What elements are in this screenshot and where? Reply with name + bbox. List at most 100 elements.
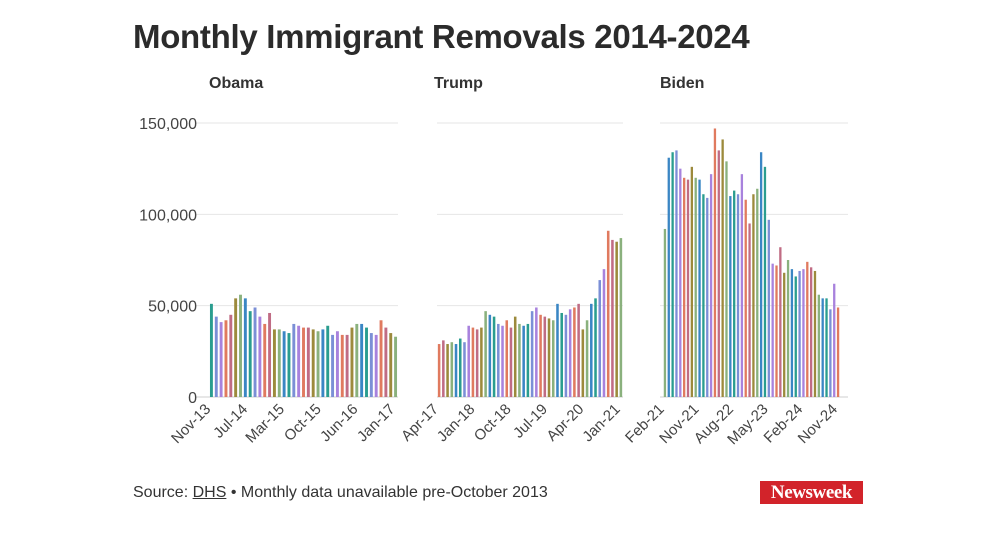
bar-biden-4 bbox=[679, 168, 682, 397]
bar-trump-9 bbox=[475, 329, 479, 397]
bar-biden-14 bbox=[717, 150, 720, 397]
bar-biden-41 bbox=[821, 298, 824, 397]
bar-obama-0 bbox=[209, 303, 213, 397]
bar-obama-1 bbox=[214, 316, 218, 397]
x-tick-label: Nov-24 bbox=[795, 401, 841, 447]
bar-obama-11 bbox=[263, 323, 267, 397]
bar-biden-2 bbox=[671, 152, 674, 397]
bar-trump-34 bbox=[581, 329, 585, 397]
bar-trump-2 bbox=[446, 344, 449, 397]
bar-obama-21 bbox=[311, 329, 315, 397]
y-tick-label: 0 bbox=[188, 390, 197, 407]
bar-biden-25 bbox=[759, 152, 763, 397]
bar-trump-5 bbox=[458, 338, 462, 397]
bar-biden-1 bbox=[667, 157, 670, 397]
bar-trump-21 bbox=[526, 323, 530, 397]
bar-obama-15 bbox=[282, 331, 286, 397]
x-tick-label: Apr-20 bbox=[543, 401, 587, 445]
bar-biden-30 bbox=[779, 247, 782, 397]
source-note: Source: DHS • Monthly data unavailable p… bbox=[133, 484, 548, 502]
bar-trump-7 bbox=[467, 325, 470, 397]
bar-biden-6 bbox=[686, 179, 690, 397]
bar-trump-17 bbox=[509, 327, 513, 397]
bar-trump-42 bbox=[615, 241, 618, 397]
bar-trump-18 bbox=[513, 316, 517, 397]
y-tick-label: 150,000 bbox=[139, 116, 197, 133]
bar-trump-16 bbox=[505, 320, 509, 397]
bar-biden-13 bbox=[713, 128, 717, 398]
bar-obama-23 bbox=[321, 329, 325, 397]
bar-obama-25 bbox=[331, 334, 335, 397]
bar-trump-38 bbox=[598, 280, 602, 397]
bar-biden-43 bbox=[829, 309, 832, 397]
bar-biden-17 bbox=[729, 196, 732, 397]
x-tick-label: Jun-16 bbox=[317, 401, 361, 445]
bar-trump-35 bbox=[585, 320, 589, 397]
bar-biden-31 bbox=[783, 272, 786, 397]
bar-trump-24 bbox=[539, 314, 542, 397]
bar-biden-24 bbox=[756, 188, 759, 397]
data-note: • Monthly data unavailable pre-October 2… bbox=[230, 484, 548, 501]
bar-biden-40 bbox=[817, 294, 820, 397]
bar-biden-5 bbox=[683, 177, 686, 397]
bar-trump-0 bbox=[437, 344, 441, 397]
bar-biden-34 bbox=[794, 276, 797, 397]
bar-obama-4 bbox=[229, 314, 233, 397]
bar-trump-37 bbox=[594, 298, 597, 397]
bar-biden-27 bbox=[767, 219, 770, 397]
source-link[interactable]: DHS bbox=[192, 484, 227, 501]
y-tick-label: 50,000 bbox=[148, 299, 197, 316]
bar-obama-27 bbox=[340, 334, 344, 397]
bar-trump-22 bbox=[530, 311, 534, 397]
bar-biden-12 bbox=[709, 174, 713, 397]
bar-trump-28 bbox=[556, 303, 559, 397]
bar-trump-19 bbox=[518, 323, 521, 397]
source-label: Source: bbox=[133, 484, 189, 501]
x-tick-label: Oct-18 bbox=[471, 401, 515, 445]
bar-obama-2 bbox=[219, 322, 223, 397]
bar-biden-22 bbox=[748, 223, 751, 397]
bar-trump-31 bbox=[568, 309, 572, 397]
bar-biden-11 bbox=[706, 197, 709, 397]
bar-obama-19 bbox=[302, 327, 305, 397]
panel-title-obama: Obama bbox=[209, 75, 263, 92]
bar-biden-21 bbox=[744, 199, 747, 397]
bar-biden-33 bbox=[790, 269, 794, 397]
bar-trump-13 bbox=[492, 316, 496, 397]
bar-obama-14 bbox=[277, 329, 281, 397]
bar-biden-29 bbox=[775, 265, 778, 397]
bar-trump-14 bbox=[497, 323, 500, 397]
bar-biden-23 bbox=[752, 194, 755, 397]
bar-trump-11 bbox=[484, 311, 487, 397]
bar-obama-33 bbox=[369, 333, 373, 397]
bar-obama-37 bbox=[389, 333, 393, 397]
bar-trump-15 bbox=[501, 325, 504, 397]
bar-biden-32 bbox=[786, 260, 790, 397]
bar-obama-34 bbox=[374, 334, 378, 397]
bar-trump-20 bbox=[522, 325, 525, 397]
bar-biden-38 bbox=[809, 267, 813, 397]
bar-obama-30 bbox=[355, 323, 359, 397]
bar-biden-18 bbox=[733, 190, 736, 397]
bar-biden-20 bbox=[740, 174, 744, 397]
bar-obama-36 bbox=[384, 327, 388, 397]
bar-obama-10 bbox=[258, 316, 262, 397]
bar-biden-35 bbox=[798, 270, 801, 397]
x-tick-label: Jan-18 bbox=[434, 401, 478, 445]
bar-trump-32 bbox=[573, 307, 576, 397]
bar-trump-6 bbox=[463, 342, 466, 397]
bar-biden-37 bbox=[806, 261, 809, 397]
bar-obama-12 bbox=[268, 312, 272, 397]
x-tick-label: Mar-15 bbox=[242, 401, 288, 447]
bar-obama-35 bbox=[379, 320, 383, 397]
bar-biden-26 bbox=[763, 166, 767, 397]
bar-trump-40 bbox=[606, 230, 610, 397]
bar-trump-36 bbox=[590, 303, 593, 397]
chart-area: 050,000100,000150,000ObamaNov-13Jul-14Ma… bbox=[139, 75, 848, 448]
bar-trump-43 bbox=[619, 238, 623, 397]
bar-obama-8 bbox=[248, 311, 252, 397]
bar-biden-19 bbox=[736, 194, 740, 397]
bar-obama-38 bbox=[394, 336, 398, 397]
bar-trump-41 bbox=[611, 239, 614, 397]
bar-biden-8 bbox=[694, 177, 697, 397]
